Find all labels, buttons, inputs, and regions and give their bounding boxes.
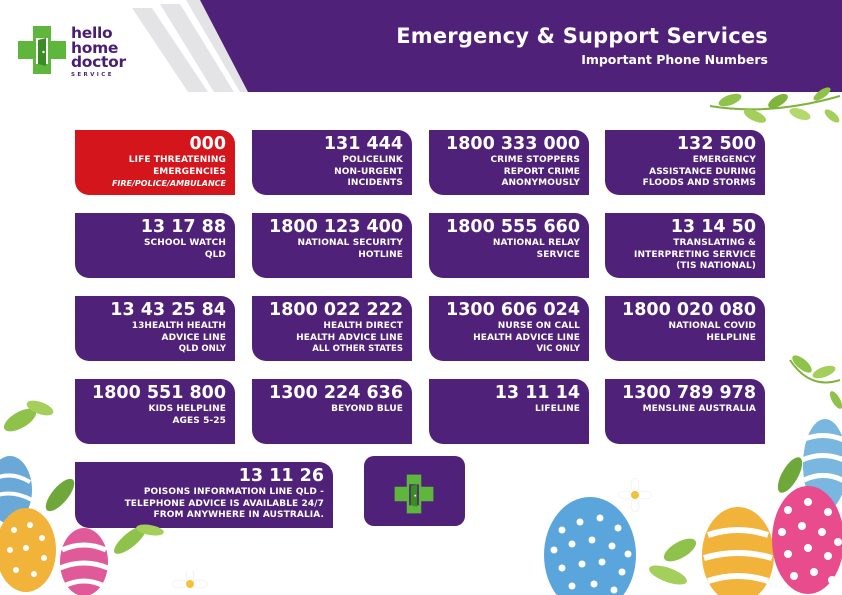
phone-description: LIFE THREATENING EMERGENCIES bbox=[128, 155, 226, 177]
phone-description: 13HEALTH HEALTH ADVICE LINE bbox=[131, 321, 226, 343]
header-banner-shape bbox=[132, 0, 842, 92]
phone-card-school-watch[interactable]: 13 17 88 SCHOOL WATCH QLD bbox=[75, 213, 235, 278]
phone-number: 132 500 bbox=[676, 134, 756, 154]
phone-number: 1800 123 400 bbox=[269, 217, 403, 237]
phone-card-covid-helpline[interactable]: 1800 020 080 NATIONAL COVID HELPLINE bbox=[605, 296, 765, 361]
phone-card-crime-stoppers[interactable]: 1800 333 000 CRIME STOPPERS REPORT CRIME… bbox=[429, 130, 589, 195]
phone-number: 1300 224 636 bbox=[269, 383, 403, 403]
leaf-branch-icon bbox=[709, 87, 841, 123]
phone-note: VIC ONLY bbox=[536, 344, 580, 354]
phone-card-000[interactable]: 000 LIFE THREATENING EMERGENCIES FIRE/PO… bbox=[75, 130, 235, 195]
phone-description: HEALTH DIRECT HEALTH ADVICE LINE bbox=[296, 321, 403, 343]
phone-number: 000 bbox=[189, 134, 226, 154]
daisy-flower-icon bbox=[171, 570, 209, 589]
phone-card-tis-national[interactable]: 13 14 50 TRANSLATING & INTERPRETING SERV… bbox=[605, 213, 765, 278]
phone-description: NURSE ON CALL HEALTH ADVICE LINE bbox=[473, 321, 580, 343]
phone-description: MENSLINE AUSTRALIA bbox=[642, 404, 756, 414]
phone-card-nurse-on-call[interactable]: 1300 606 024 NURSE ON CALL HEALTH ADVICE… bbox=[429, 296, 589, 361]
phone-description: KIDS HELPLINE AGES 5-25 bbox=[148, 404, 226, 426]
medical-cross-door-icon bbox=[394, 474, 434, 514]
phone-number: 1800 555 660 bbox=[446, 217, 580, 237]
phone-card-kids-helpline[interactable]: 1800 551 800 KIDS HELPLINE AGES 5-25 bbox=[75, 379, 235, 444]
brand-wordmark: hello home doctor bbox=[71, 26, 126, 70]
brand-logo[interactable]: hello home doctor SERVICE bbox=[16, 24, 136, 84]
phone-note: QLD ONLY bbox=[178, 344, 226, 354]
phone-card-policelink[interactable]: 131 444 POLICELINK NON-URGENT INCIDENTS bbox=[252, 130, 412, 195]
phone-description: NATIONAL SECURITY HOTLINE bbox=[297, 238, 403, 260]
phone-note: FIRE/POLICE/AMBULANCE bbox=[111, 179, 226, 188]
easter-egg-icon bbox=[544, 355, 842, 595]
phone-description: POLICELINK NON-URGENT INCIDENTS bbox=[334, 155, 403, 188]
brand-tagline: SERVICE bbox=[71, 72, 114, 78]
brand-line-2: home bbox=[71, 38, 119, 57]
phone-number: 1800 551 800 bbox=[92, 383, 226, 403]
phone-card-lifeline[interactable]: 13 11 14 LIFELINE bbox=[429, 379, 589, 444]
phone-card-health-direct[interactable]: 1800 022 222 HEALTH DIRECT HEALTH ADVICE… bbox=[252, 296, 412, 361]
phone-number: 131 444 bbox=[323, 134, 403, 154]
phone-description: NATIONAL RELAY SERVICE bbox=[492, 238, 580, 260]
medical-cross-door-icon bbox=[18, 26, 66, 74]
phone-number: 13 11 26 bbox=[238, 466, 324, 486]
phone-number: 1300 789 978 bbox=[622, 383, 756, 403]
phone-description: POISONS INFORMATION LINE QLD - TELEPHONE… bbox=[124, 487, 324, 520]
phone-card-13health[interactable]: 13 43 25 84 13HEALTH HEALTH ADVICE LINE … bbox=[75, 296, 235, 361]
phone-card-mensline[interactable]: 1300 789 978 MENSLINE AUSTRALIA bbox=[605, 379, 765, 444]
phone-number: 13 11 14 bbox=[494, 383, 580, 403]
header: Emergency & Support Services Important P… bbox=[0, 0, 842, 92]
phone-description: EMERGENCY ASSISTANCE DURING FLOODS AND S… bbox=[642, 155, 756, 188]
daisy-flower-icon bbox=[618, 478, 652, 512]
phone-number: 13 14 50 bbox=[670, 217, 756, 237]
easter-egg-icon bbox=[0, 400, 164, 595]
phone-number: 1800 020 080 bbox=[622, 300, 756, 320]
phone-card-ses[interactable]: 132 500 EMERGENCY ASSISTANCE DURING FLOO… bbox=[605, 130, 765, 195]
phone-card-beyond-blue[interactable]: 1300 224 636 BEYOND BLUE bbox=[252, 379, 412, 444]
phone-description: LIFELINE bbox=[535, 404, 580, 414]
phone-card-national-security[interactable]: 1800 123 400 NATIONAL SECURITY HOTLINE bbox=[252, 213, 412, 278]
phone-description: BEYOND BLUE bbox=[331, 404, 403, 414]
phone-description: NATIONAL COVID HELPLINE bbox=[668, 321, 756, 343]
phone-number: 1800 333 000 bbox=[446, 134, 580, 154]
phone-number: 13 17 88 bbox=[140, 217, 226, 237]
page-title: Emergency & Support Services bbox=[396, 24, 768, 48]
brand-line-3: doctor bbox=[71, 53, 126, 71]
phone-card-national-relay[interactable]: 1800 555 660 NATIONAL RELAY SERVICE bbox=[429, 213, 589, 278]
phone-number: 13 43 25 84 bbox=[110, 300, 226, 320]
phone-note: ALL OTHER STATES bbox=[312, 344, 403, 354]
phone-number: 1300 606 024 bbox=[446, 300, 580, 320]
phone-description: SCHOOL WATCH QLD bbox=[143, 238, 226, 260]
brand-logo-card[interactable] bbox=[364, 456, 465, 526]
phone-description: TRANSLATING & INTERPRETING SERVICE (TIS … bbox=[634, 238, 756, 271]
page-subtitle: Important Phone Numbers bbox=[581, 52, 768, 67]
header-text: Emergency & Support Services Important P… bbox=[396, 24, 768, 67]
phone-card-poisons-info[interactable]: 13 11 26 POISONS INFORMATION LINE QLD - … bbox=[75, 462, 333, 528]
brand-line-1: hello bbox=[71, 24, 113, 42]
phone-number: 1800 022 222 bbox=[269, 300, 403, 320]
phone-description: CRIME STOPPERS REPORT CRIME ANONYMOUSLY bbox=[490, 155, 580, 188]
